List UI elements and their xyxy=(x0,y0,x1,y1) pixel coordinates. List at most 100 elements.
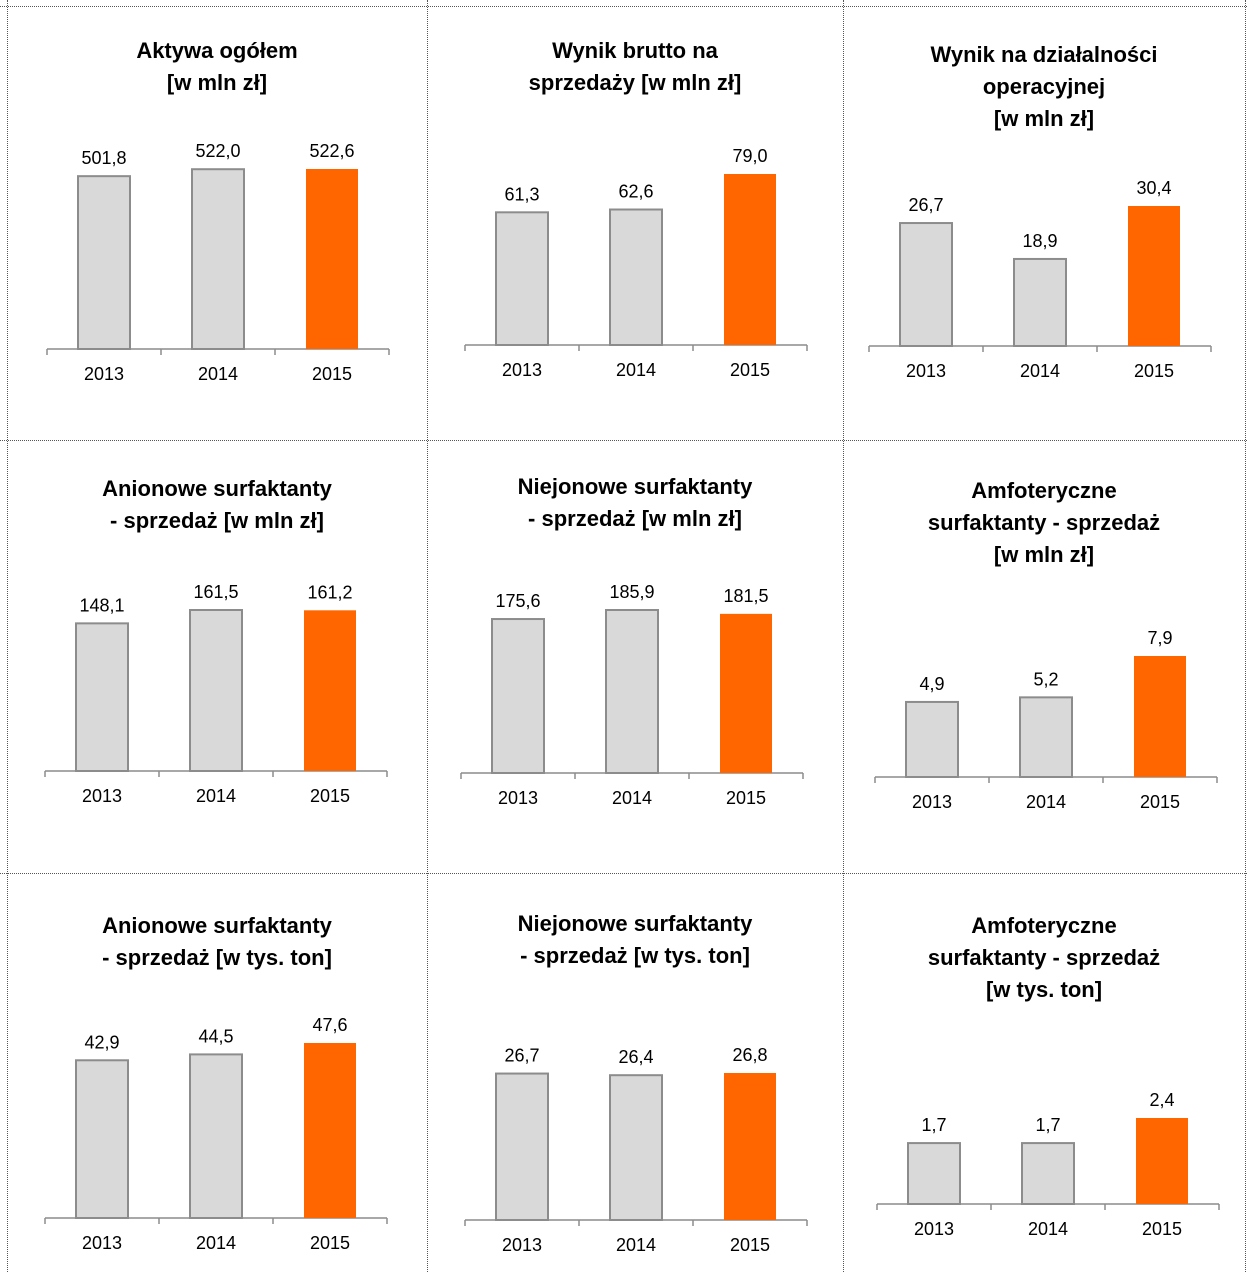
data-label: 2,4 xyxy=(1149,1090,1174,1110)
data-label: 501,8 xyxy=(81,148,126,168)
chart-2: Wynik brutto na sprzedaży [w mln zł] 61,3 2… xyxy=(464,38,808,380)
chart-title-line: - sprzedaż [w tys. ton] xyxy=(520,943,750,968)
chart-title-line: [w mln zł] xyxy=(994,106,1094,131)
chart-panel-9: Amfoteryczne surfaktanty - sprzedaż [w tys… xyxy=(843,873,1245,1272)
chart-title-line: Niejonowe surfaktanty xyxy=(518,474,753,499)
chart-title-line: [w tys. ton] xyxy=(986,977,1102,1002)
category-label: 2013 xyxy=(82,1233,122,1253)
category-label: 2015 xyxy=(730,1235,770,1255)
grid-line-row-1 xyxy=(0,440,1247,441)
category-label: 2014 xyxy=(1020,361,1060,381)
bar-2015 xyxy=(1136,1118,1188,1204)
grid-line-row-2 xyxy=(0,873,1247,874)
grid-line-top xyxy=(0,6,1247,7)
chart-4: Anionowe surfaktanty - sprzedaż [w mln zł… xyxy=(44,476,388,806)
chart-9: Amfoteryczne surfaktanty - sprzedaż [w tys… xyxy=(876,913,1220,1239)
chart-panel-3: Wynik na działalności operacyjnej [w mln z… xyxy=(843,6,1245,440)
chart-1: Aktywa ogółem [w mln zł] 501,8 2013 522,0 201… xyxy=(46,38,390,384)
chart-panel-5: Niejonowe surfaktanty - sprzedaż [w mln z… xyxy=(427,440,843,873)
chart-title-line: Niejonowe surfaktanty xyxy=(518,911,753,936)
chart-panel-6: Amfoteryczne surfaktanty - sprzedaż [w mln… xyxy=(843,440,1245,873)
bar-2014 xyxy=(609,208,663,346)
chart-3: Wynik na działalności operacyjnej [w mln z… xyxy=(868,42,1212,381)
bar-2013 xyxy=(905,700,959,779)
chart-panel-4: Anionowe surfaktanty - sprzedaż [w mln zł… xyxy=(7,440,427,873)
grid-line-left xyxy=(7,0,8,1272)
data-label: 175,6 xyxy=(495,591,540,611)
category-label: 2014 xyxy=(196,786,236,806)
chart-title-line: Aktywa ogółem xyxy=(136,38,297,63)
bar-2013 xyxy=(75,622,129,772)
data-label: 185,9 xyxy=(609,582,654,602)
chart-title-line: Amfoteryczne xyxy=(971,478,1116,503)
category-label: 2013 xyxy=(502,360,542,380)
category-label: 2015 xyxy=(310,786,350,806)
chart-5: Niejonowe surfaktanty - sprzedaż [w mln z… xyxy=(460,474,804,808)
chart-title-line: Anionowe surfaktanty xyxy=(102,476,333,501)
chart-panel-2: Wynik brutto na sprzedaży [w mln zł] 61,3 2… xyxy=(427,6,843,440)
category-label: 2014 xyxy=(1026,792,1066,812)
grid-line-col-2 xyxy=(843,0,844,1272)
category-label: 2015 xyxy=(730,360,770,380)
bar-2015 xyxy=(306,169,358,349)
chart-6: Amfoteryczne surfaktanty - sprzedaż [w mln… xyxy=(874,478,1218,812)
bar-2015 xyxy=(1134,656,1186,777)
category-label: 2013 xyxy=(914,1219,954,1239)
data-label: 26,7 xyxy=(908,195,943,215)
data-label: 161,5 xyxy=(193,582,238,602)
data-label: 522,0 xyxy=(195,141,240,161)
chart-title-line: [w mln zł] xyxy=(994,542,1094,567)
chart-title-line: - sprzedaż [w tys. ton] xyxy=(102,945,332,970)
chart-title-line: surfaktanty - sprzedaż xyxy=(928,510,1160,535)
data-label: 61,3 xyxy=(504,184,539,204)
data-label: 5,2 xyxy=(1033,669,1058,689)
bar-2014 xyxy=(605,609,659,774)
data-label: 181,5 xyxy=(723,586,768,606)
category-label: 2013 xyxy=(82,786,122,806)
category-label: 2014 xyxy=(198,364,238,384)
bar-2015 xyxy=(1128,206,1180,346)
category-label: 2015 xyxy=(1134,361,1174,381)
data-label: 47,6 xyxy=(312,1015,347,1035)
category-label: 2014 xyxy=(196,1233,236,1253)
chart-8: Niejonowe surfaktanty - sprzedaż [w tys. … xyxy=(464,911,808,1255)
bar-2015 xyxy=(724,174,776,345)
category-label: 2015 xyxy=(1140,792,1180,812)
data-label: 26,7 xyxy=(504,1046,539,1066)
category-label: 2014 xyxy=(1028,1219,1068,1239)
chart-panel-7: Anionowe surfaktanty - sprzedaż [w tys. t… xyxy=(7,873,427,1272)
chart-title-line: surfaktanty - sprzedaż xyxy=(928,945,1160,970)
data-label: 79,0 xyxy=(732,146,767,166)
category-label: 2013 xyxy=(498,788,538,808)
category-label: 2014 xyxy=(616,1235,656,1255)
data-label: 7,9 xyxy=(1147,628,1172,648)
data-label: 18,9 xyxy=(1022,231,1057,251)
data-label: 1,7 xyxy=(921,1115,946,1135)
bar-2014 xyxy=(1021,1142,1075,1206)
data-label: 42,9 xyxy=(84,1032,119,1052)
category-label: 2015 xyxy=(726,788,766,808)
category-label: 2013 xyxy=(912,792,952,812)
chart-title-line: - sprzedaż [w mln zł] xyxy=(110,508,324,533)
data-label: 1,7 xyxy=(1035,1115,1060,1135)
category-label: 2013 xyxy=(502,1235,542,1255)
bar-2015 xyxy=(724,1073,776,1220)
chart-title-line: operacyjnej xyxy=(983,74,1105,99)
data-label: 26,4 xyxy=(618,1047,653,1067)
bar-2013 xyxy=(907,1142,961,1206)
data-label: 161,2 xyxy=(307,582,352,602)
category-label: 2013 xyxy=(84,364,124,384)
category-label: 2015 xyxy=(312,364,352,384)
data-label: 62,6 xyxy=(618,181,653,201)
bar-2013 xyxy=(495,211,549,346)
bar-2013 xyxy=(899,222,953,347)
bar-2015 xyxy=(304,610,356,771)
data-label: 4,9 xyxy=(919,674,944,694)
bar-2013 xyxy=(77,175,131,350)
chart-title-line: Wynik brutto na xyxy=(552,38,719,63)
category-label: 2015 xyxy=(310,1233,350,1253)
data-label: 148,1 xyxy=(79,595,124,615)
chart-panel-8: Niejonowe surfaktanty - sprzedaż [w tys. … xyxy=(427,873,843,1272)
chart-title-line: sprzedaży [w mln zł] xyxy=(529,70,742,95)
bar-2015 xyxy=(304,1043,356,1218)
